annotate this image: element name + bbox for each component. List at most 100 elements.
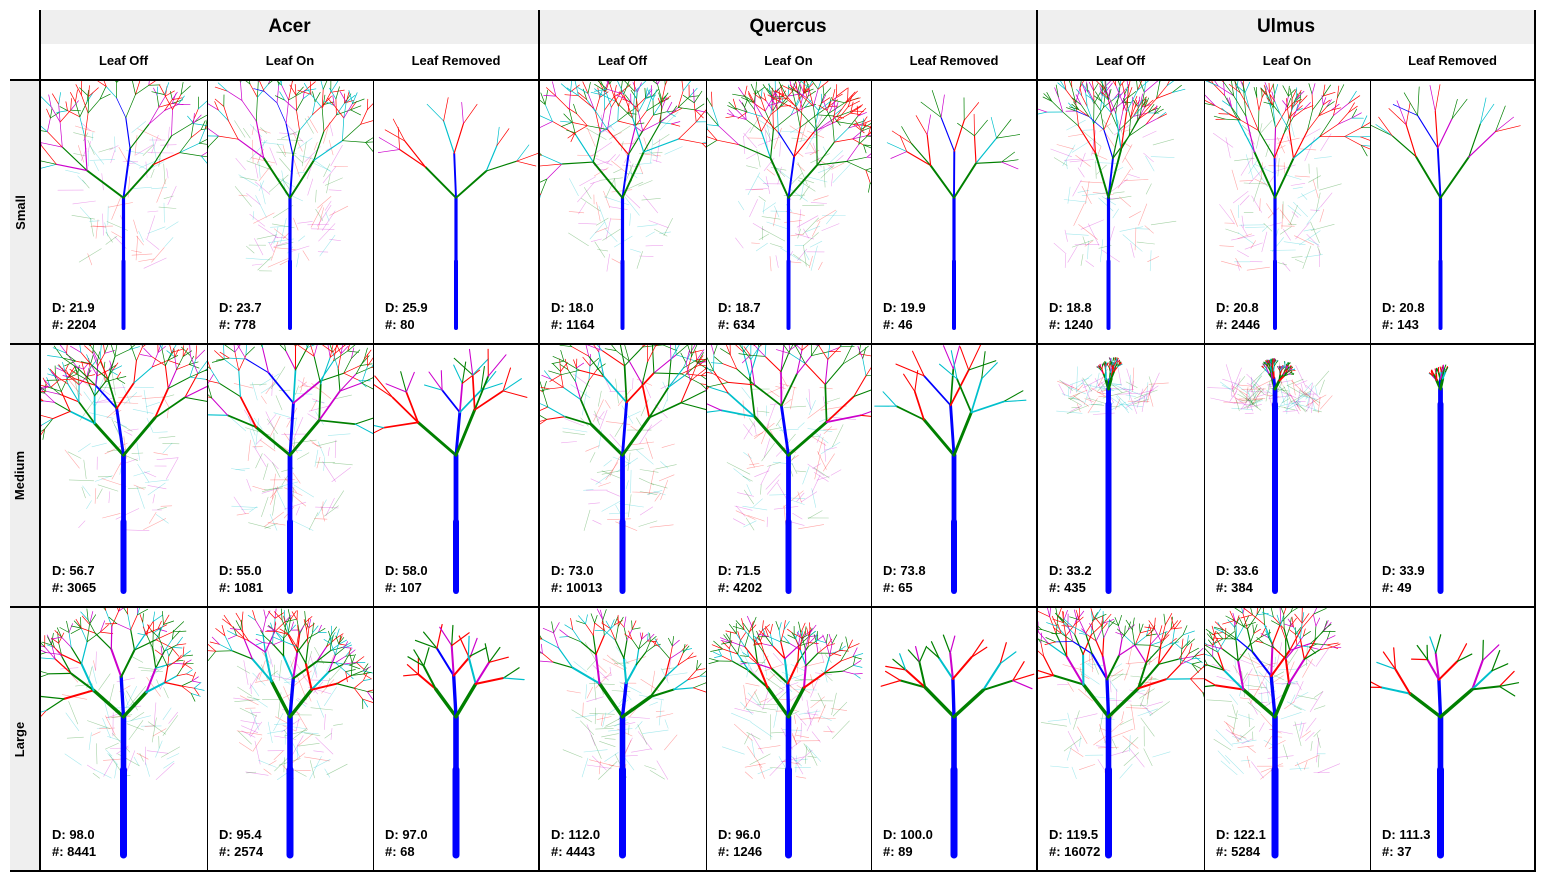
branch [320, 356, 331, 385]
twig-haze [1300, 383, 1304, 394]
branch [49, 368, 58, 378]
branch [172, 662, 185, 665]
branch [1299, 91, 1302, 104]
branch [335, 635, 340, 645]
twig-haze [249, 430, 257, 449]
twig-haze [257, 224, 279, 239]
branch [605, 80, 611, 85]
branch [1107, 363, 1109, 367]
twig-haze [583, 749, 608, 753]
twig-haze [249, 673, 260, 689]
twig-haze [306, 650, 312, 669]
branch [797, 92, 803, 108]
branch [1351, 112, 1362, 119]
twig-haze [758, 763, 765, 779]
twig-haze [1111, 167, 1124, 174]
branch [1322, 99, 1331, 106]
twig-haze [810, 202, 827, 204]
twig-haze [284, 487, 303, 496]
twig-haze [561, 441, 578, 444]
twig-haze [304, 756, 330, 762]
branch [949, 403, 956, 457]
branch [1360, 144, 1370, 147]
twig-haze [1119, 387, 1132, 394]
twig-haze [1230, 209, 1238, 227]
branch [685, 349, 690, 364]
branch [40, 163, 57, 169]
branch [86, 367, 90, 377]
twig-haze [162, 715, 178, 736]
branch [392, 118, 406, 142]
tree-skeleton-render [539, 80, 706, 330]
branch [1282, 366, 1286, 369]
twig-haze [831, 692, 837, 715]
branch [601, 622, 611, 629]
twig-haze [749, 115, 760, 134]
branch [768, 84, 776, 94]
branch [405, 391, 419, 424]
twig-haze [746, 165, 758, 169]
twig-haze [167, 185, 177, 205]
twig-haze [105, 716, 131, 718]
branch [155, 639, 172, 648]
branch [860, 414, 871, 417]
branch [682, 644, 686, 654]
branch [832, 88, 836, 101]
branch [237, 138, 265, 159]
twig-haze [133, 484, 145, 490]
branch [467, 635, 470, 657]
twig-haze [246, 696, 260, 700]
branch [827, 346, 841, 360]
branch [711, 106, 719, 127]
branch [171, 629, 174, 640]
branch [197, 360, 207, 374]
branch [435, 647, 455, 677]
twig-haze [1303, 228, 1315, 232]
branch [353, 687, 368, 692]
twig-haze [622, 164, 639, 167]
branch [833, 138, 853, 143]
twig-haze [603, 459, 612, 467]
branch-count-label: #: 10013 [551, 580, 603, 595]
branch [122, 163, 155, 199]
branch [454, 408, 477, 457]
branch [862, 358, 867, 377]
branch [857, 108, 867, 117]
twig-haze [1262, 225, 1269, 232]
branch [181, 685, 192, 694]
twig-haze [236, 730, 263, 736]
branch [191, 108, 199, 124]
twig-haze [804, 746, 808, 764]
twig-haze [816, 209, 836, 222]
branch [1143, 80, 1160, 93]
twig-haze [139, 753, 144, 762]
branch [175, 659, 184, 662]
branch [152, 647, 157, 669]
branch [58, 632, 65, 644]
branch [285, 350, 297, 371]
branch [1333, 102, 1350, 116]
branch [860, 123, 871, 130]
branch [1204, 99, 1216, 107]
twig-haze [796, 470, 807, 473]
twig-haze [145, 762, 150, 777]
branch [1076, 89, 1083, 96]
branch [1337, 85, 1340, 98]
twig-haze [582, 702, 584, 717]
branch [963, 102, 980, 121]
diameter-label: D: 98.0 [52, 827, 95, 842]
twig-haze [131, 121, 146, 133]
branch [700, 371, 706, 376]
branch [320, 80, 324, 90]
branch [664, 658, 671, 678]
twig-haze [164, 237, 174, 247]
branch [648, 402, 682, 419]
branch [695, 350, 698, 364]
twig-haze [81, 487, 86, 499]
branch [172, 621, 185, 633]
branch [667, 373, 688, 389]
twig-haze [87, 253, 93, 266]
branch [1069, 106, 1079, 110]
branch [1444, 366, 1449, 373]
branch [823, 87, 832, 96]
